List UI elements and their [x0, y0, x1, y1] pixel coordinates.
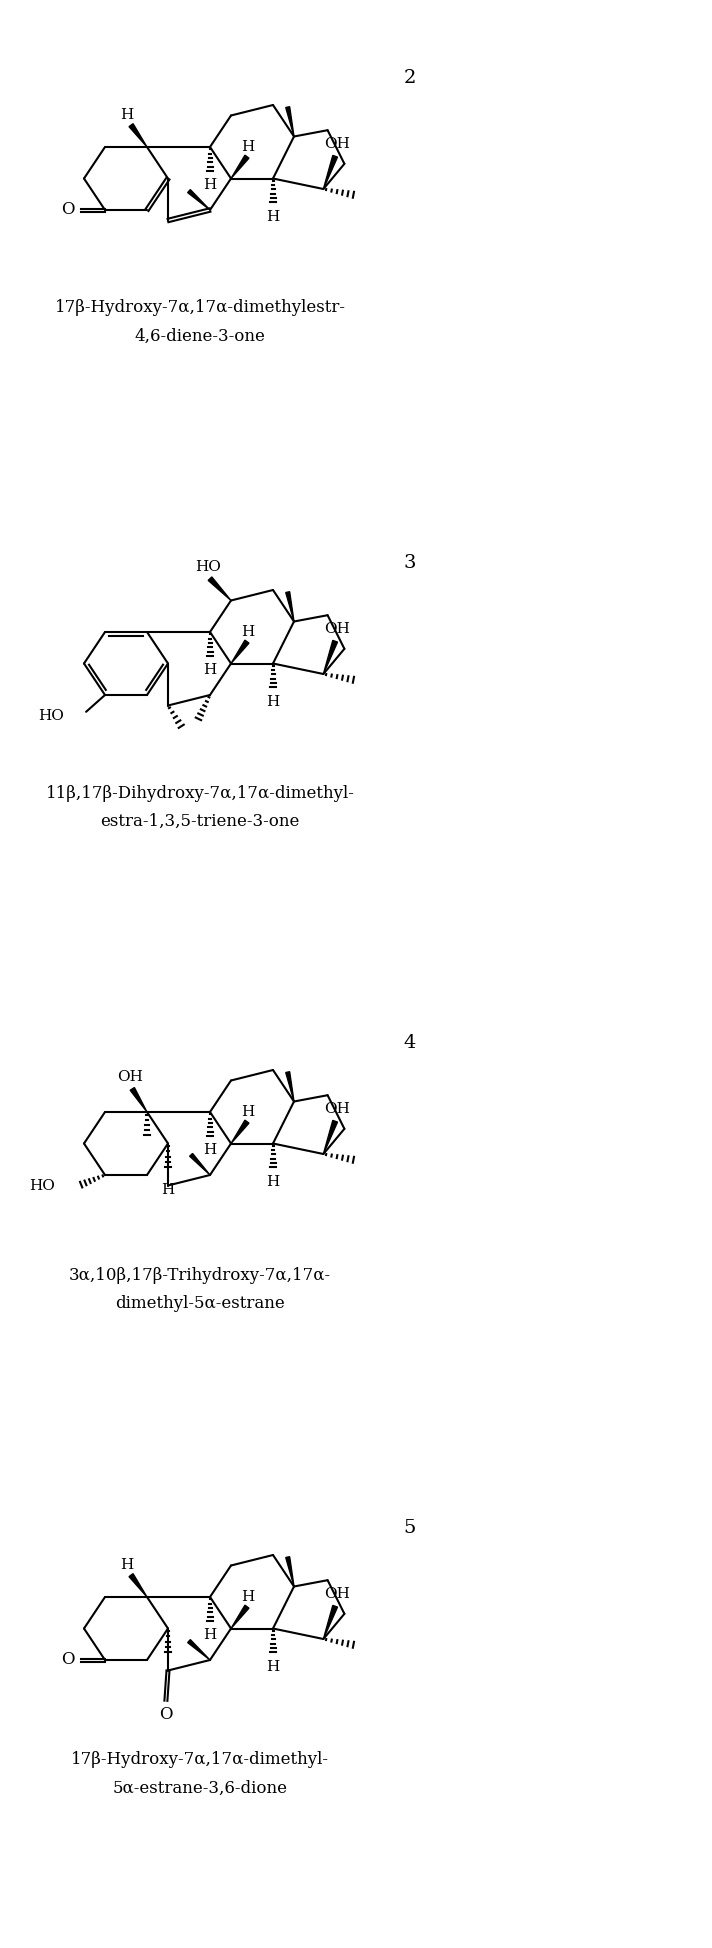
Text: HO: HO — [29, 1179, 55, 1192]
Text: 11β,17β-Dihydroxy-7α,17α-dimethyl-: 11β,17β-Dihydroxy-7α,17α-dimethyl- — [46, 785, 355, 801]
Text: H: H — [266, 1660, 280, 1673]
Text: 2: 2 — [404, 68, 417, 88]
Text: H: H — [204, 1629, 216, 1642]
Polygon shape — [188, 189, 210, 210]
Text: OH: OH — [324, 621, 350, 637]
Text: H: H — [241, 625, 255, 639]
Polygon shape — [323, 641, 337, 674]
Polygon shape — [286, 1556, 294, 1586]
Text: 17β-Hydroxy-7α,17α-dimethyl-: 17β-Hydroxy-7α,17α-dimethyl- — [71, 1751, 329, 1769]
Text: OH: OH — [324, 1588, 350, 1601]
Polygon shape — [323, 156, 337, 189]
Text: H: H — [162, 1182, 174, 1196]
Polygon shape — [231, 156, 249, 179]
Text: 3: 3 — [404, 553, 417, 573]
Text: H: H — [204, 1143, 216, 1157]
Polygon shape — [130, 1087, 147, 1112]
Text: H: H — [266, 210, 280, 224]
Text: OH: OH — [117, 1069, 143, 1083]
Text: H: H — [120, 1558, 134, 1572]
Text: H: H — [204, 177, 216, 193]
Text: 17β-Hydroxy-7α,17α-dimethylestr-: 17β-Hydroxy-7α,17α-dimethylestr- — [55, 300, 345, 316]
Polygon shape — [129, 1574, 147, 1597]
Polygon shape — [323, 1605, 337, 1638]
Text: H: H — [266, 1175, 280, 1188]
Text: HO: HO — [38, 709, 64, 723]
Text: OH: OH — [324, 1103, 350, 1116]
Polygon shape — [286, 592, 294, 621]
Text: O: O — [159, 1706, 172, 1724]
Polygon shape — [188, 1640, 210, 1660]
Text: HO: HO — [195, 559, 221, 573]
Text: H: H — [204, 662, 216, 678]
Text: O: O — [61, 201, 74, 218]
Polygon shape — [231, 1605, 249, 1629]
Text: 5: 5 — [404, 1519, 417, 1537]
Polygon shape — [323, 1120, 337, 1153]
Text: O: O — [61, 1652, 74, 1669]
Text: 5α-estrane-3,6-dione: 5α-estrane-3,6-dione — [112, 1780, 288, 1796]
Polygon shape — [231, 1120, 249, 1143]
Polygon shape — [129, 123, 147, 146]
Text: 4,6-diene-3-one: 4,6-diene-3-one — [135, 327, 266, 345]
Text: H: H — [241, 140, 255, 154]
Text: H: H — [241, 1105, 255, 1118]
Text: H: H — [241, 1590, 255, 1603]
Text: H: H — [120, 109, 134, 123]
Text: dimethyl-5α-estrane: dimethyl-5α-estrane — [115, 1295, 285, 1313]
Polygon shape — [208, 577, 231, 600]
Text: 3α,10β,17β-Trihydroxy-7α,17α-: 3α,10β,17β-Trihydroxy-7α,17α- — [69, 1268, 331, 1284]
Polygon shape — [231, 641, 249, 664]
Polygon shape — [189, 1153, 210, 1175]
Polygon shape — [286, 107, 294, 136]
Text: H: H — [266, 695, 280, 709]
Text: estra-1,3,5-triene-3-one: estra-1,3,5-triene-3-one — [100, 812, 300, 830]
Text: OH: OH — [324, 136, 350, 152]
Polygon shape — [286, 1071, 294, 1101]
Text: 4: 4 — [404, 1034, 417, 1052]
